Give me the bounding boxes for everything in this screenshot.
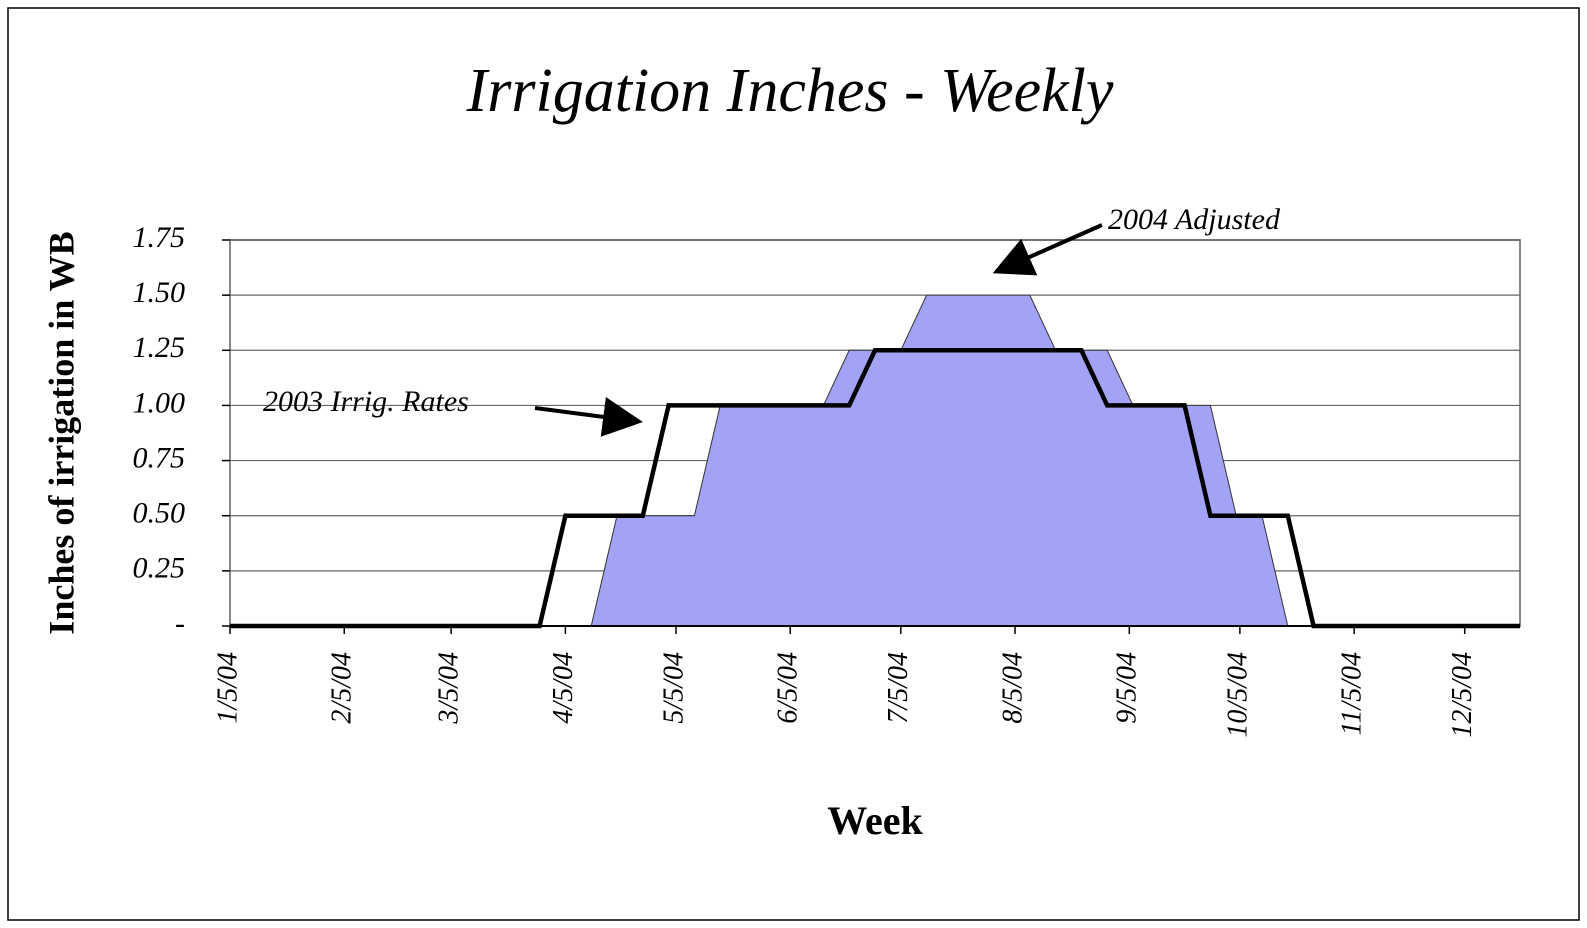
y-tick-label: 1.25: [133, 331, 186, 364]
x-tick-label: 11/5/04: [1337, 652, 1368, 735]
y-tick-label: 0.75: [133, 441, 186, 474]
x-tick-label: 6/5/04: [773, 652, 804, 724]
x-tick-label: 7/5/04: [883, 652, 914, 724]
x-tick-label: 12/5/04: [1447, 652, 1478, 738]
x-tick-label: 5/5/04: [658, 652, 689, 724]
x-tick-label: 9/5/04: [1112, 652, 1143, 724]
y-tick-label: 1.50: [133, 276, 186, 309]
annotation: 2004 Adjusted: [1108, 203, 1281, 236]
y-axis-label: Inches of irrigation in WB: [41, 231, 81, 634]
annotations: 2004 Adjusted 2003 Irrig. Rates: [263, 203, 1281, 437]
x-tick-label: 1/5/04: [212, 652, 243, 724]
annotation-arrow: [534, 397, 643, 437]
annotation-arrow: [992, 223, 1103, 276]
x-tick-label: 3/5/04: [434, 652, 465, 725]
x-axis-label: Week: [827, 798, 923, 843]
x-tick-label: 10/5/04: [1222, 652, 1253, 738]
y-tick-label: -: [175, 607, 185, 640]
x-tick-label: 2/5/04: [327, 652, 358, 724]
annotation: 2003 Irrig. Rates: [263, 385, 469, 418]
x-tick-label: 8/5/04: [997, 652, 1028, 724]
y-tick-label: 1.75: [133, 221, 186, 254]
chart-title: Irrigation Inches - Weekly: [466, 57, 1114, 125]
y-tick-label: 0.50: [133, 497, 186, 530]
x-tick-label: 4/5/04: [548, 652, 579, 724]
y-tick-label: 0.25: [133, 552, 186, 585]
y-tick-label: 1.00: [133, 386, 186, 419]
